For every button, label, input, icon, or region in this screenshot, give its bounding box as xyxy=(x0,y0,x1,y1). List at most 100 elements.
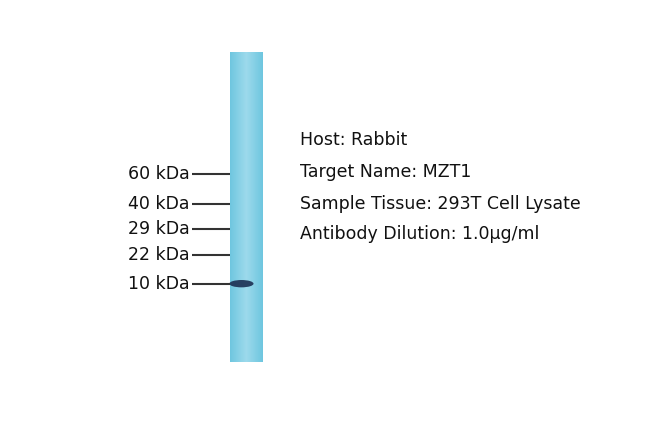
Bar xyxy=(246,52,247,362)
Bar xyxy=(239,52,240,362)
Bar xyxy=(239,52,240,362)
Bar xyxy=(244,52,245,362)
Bar xyxy=(252,52,253,362)
Bar xyxy=(244,52,246,362)
Bar xyxy=(232,52,233,362)
Bar xyxy=(235,52,236,362)
Bar xyxy=(247,52,248,362)
Text: 29 kDa: 29 kDa xyxy=(128,220,190,238)
Bar xyxy=(262,52,263,362)
Bar xyxy=(254,52,255,362)
Bar xyxy=(235,52,236,362)
Bar xyxy=(243,52,244,362)
Bar xyxy=(248,52,249,362)
Bar xyxy=(260,52,261,362)
Bar xyxy=(231,52,232,362)
Bar xyxy=(242,52,244,362)
Bar xyxy=(231,52,232,362)
Text: Target Name: MZT1: Target Name: MZT1 xyxy=(300,163,472,181)
Bar xyxy=(233,52,234,362)
Bar xyxy=(247,52,248,362)
Bar xyxy=(246,52,247,362)
Bar xyxy=(261,52,262,362)
Bar xyxy=(255,52,256,362)
Bar xyxy=(259,52,260,362)
Bar xyxy=(256,52,257,362)
Bar xyxy=(261,52,262,362)
Bar xyxy=(236,52,237,362)
Bar xyxy=(257,52,258,362)
Text: Sample Tissue: 293T Cell Lysate: Sample Tissue: 293T Cell Lysate xyxy=(300,195,581,213)
Bar xyxy=(245,52,246,362)
Bar xyxy=(259,52,260,362)
Bar xyxy=(255,52,256,362)
Bar xyxy=(239,52,240,362)
Bar xyxy=(233,52,234,362)
Bar xyxy=(254,52,255,362)
Bar xyxy=(246,52,247,362)
Bar xyxy=(245,52,246,362)
Bar xyxy=(249,52,250,362)
Bar xyxy=(251,52,252,362)
Bar xyxy=(259,52,260,362)
Bar xyxy=(237,52,238,362)
Bar xyxy=(240,52,241,362)
Bar xyxy=(251,52,252,362)
Text: Antibody Dilution: 1.0μg/ml: Antibody Dilution: 1.0μg/ml xyxy=(300,225,540,242)
Bar xyxy=(238,52,239,362)
Bar xyxy=(230,52,231,362)
Bar xyxy=(231,52,232,362)
Bar xyxy=(243,52,244,362)
Bar xyxy=(232,52,233,362)
Bar xyxy=(234,52,235,362)
Bar xyxy=(230,52,231,362)
Bar xyxy=(244,52,245,362)
Bar xyxy=(237,52,238,362)
Bar xyxy=(258,52,259,362)
Bar xyxy=(250,52,251,362)
Bar xyxy=(248,52,249,362)
Bar xyxy=(260,52,261,362)
Bar xyxy=(261,52,262,362)
Bar xyxy=(240,52,241,362)
Bar xyxy=(258,52,259,362)
Bar xyxy=(234,52,235,362)
Ellipse shape xyxy=(229,280,254,288)
Text: 22 kDa: 22 kDa xyxy=(128,246,190,264)
Text: 60 kDa: 60 kDa xyxy=(128,165,190,183)
Bar xyxy=(241,52,242,362)
Bar xyxy=(245,52,246,362)
Bar xyxy=(254,52,255,362)
Bar xyxy=(235,52,236,362)
Bar xyxy=(232,52,233,362)
Bar xyxy=(241,52,242,362)
Bar xyxy=(242,52,243,362)
Bar xyxy=(242,52,243,362)
Bar xyxy=(239,52,240,362)
Bar xyxy=(256,52,257,362)
Bar xyxy=(242,52,243,362)
Bar xyxy=(233,52,234,362)
Bar xyxy=(252,52,253,362)
Bar xyxy=(253,52,254,362)
Bar xyxy=(246,52,248,362)
Bar xyxy=(234,52,235,362)
Bar xyxy=(262,52,263,362)
Text: Host: Rabbit: Host: Rabbit xyxy=(300,131,408,149)
Bar xyxy=(257,52,258,362)
Bar xyxy=(260,52,261,362)
Bar xyxy=(251,52,252,362)
Bar xyxy=(257,52,258,362)
Bar xyxy=(255,52,256,362)
Bar xyxy=(244,52,245,362)
Bar xyxy=(236,52,237,362)
Bar xyxy=(256,52,257,362)
Bar xyxy=(253,52,254,362)
Bar xyxy=(262,52,263,362)
Bar xyxy=(250,52,251,362)
Bar xyxy=(243,52,244,362)
Bar xyxy=(236,52,237,362)
Bar xyxy=(253,52,254,362)
Bar xyxy=(249,52,250,362)
Bar xyxy=(248,52,249,362)
